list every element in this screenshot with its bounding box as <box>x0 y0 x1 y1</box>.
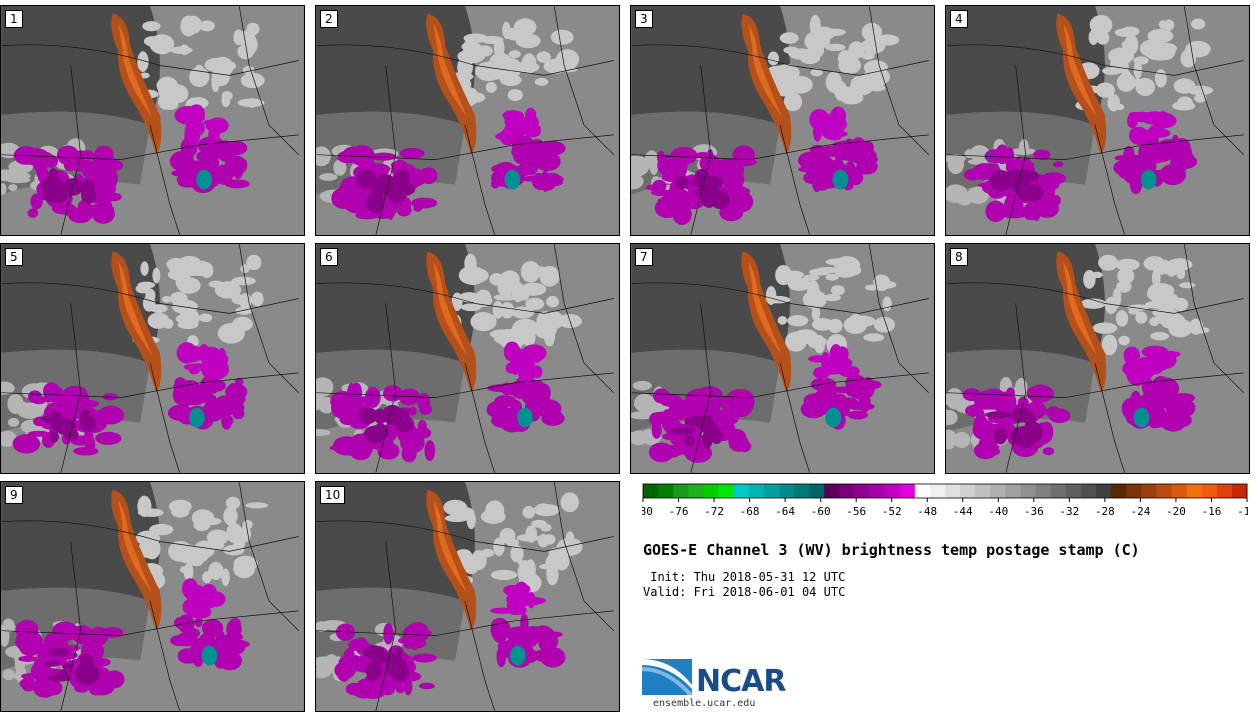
colorbar-swatch <box>673 484 689 498</box>
member-panel-7: 7 <box>630 243 935 474</box>
colorbar-swatch <box>1231 484 1248 498</box>
colorbar-swatch <box>748 484 765 498</box>
colorbar-swatch <box>839 484 855 498</box>
ncar-logo-text: NCAR <box>696 664 786 699</box>
panel-number: 1 <box>5 10 23 28</box>
colorbar-swatch <box>1156 484 1172 498</box>
colorbar-tick-label: -64 <box>775 505 795 518</box>
colorbar-swatch <box>914 484 931 498</box>
temperature-colorbar: -80 -76 -72 -68 -64 -60 -56 -52 -48 -44 -40 -36 -32 -… <box>642 483 1248 518</box>
member-panel-9: 9 <box>0 481 305 712</box>
wv-brightness-map <box>946 244 1249 473</box>
panel-number: 5 <box>5 248 23 266</box>
colorbar-swatch <box>899 484 916 498</box>
member-panel-3: 3 <box>630 5 935 236</box>
colorbar-swatch <box>1216 484 1233 498</box>
colorbar-swatch <box>1111 484 1127 498</box>
member-panel-1: 1 <box>0 5 305 236</box>
panel-number: 10 <box>320 486 346 504</box>
member-panel-8: 8 <box>945 243 1250 474</box>
colorbar-tick-label: -48 <box>917 505 937 518</box>
panel-number: 3 <box>635 10 653 28</box>
colorbar-swatch <box>1065 484 1082 498</box>
colorbar-swatch <box>703 484 719 498</box>
colorbar-swatch <box>945 484 961 498</box>
wv-brightness-map <box>316 244 619 473</box>
colorbar-tick-label: -76 <box>669 505 689 518</box>
wv-brightness-map <box>631 6 934 235</box>
colorbar-swatch <box>929 484 946 498</box>
colorbar-tick-label: -28 <box>1095 505 1115 518</box>
member-panel-10: 10 <box>315 481 620 712</box>
colorbar-tick-label: -44 <box>953 505 973 518</box>
member-panel-6: 6 <box>315 243 620 474</box>
member-panel-2: 2 <box>315 5 620 236</box>
colorbar-swatch <box>733 484 750 498</box>
colorbar-swatch <box>854 484 870 498</box>
wv-brightness-map <box>1 482 304 711</box>
colorbar-swatch <box>809 484 825 498</box>
colorbar-swatch <box>990 484 1006 498</box>
colorbar-tick-label: -60 <box>811 505 831 518</box>
colorbar-swatch <box>1186 484 1203 498</box>
init-time: Init: Thu 2018-05-31 12 UTC <box>643 570 846 584</box>
wv-brightness-map <box>1 244 304 473</box>
colorbar-tick-label: -80 <box>642 505 653 518</box>
colorbar-tick-label: -16 <box>1202 505 1222 518</box>
member-panel-5: 5 <box>0 243 305 474</box>
panel-number: 9 <box>5 486 23 504</box>
colorbar-swatch <box>763 484 780 498</box>
wv-brightness-map <box>316 6 619 235</box>
colorbar-swatch <box>975 484 991 498</box>
colorbar-swatch <box>658 484 674 498</box>
colorbar-swatch <box>1201 484 1218 498</box>
colorbar-swatch <box>794 484 810 498</box>
wv-brightness-map <box>1 6 304 235</box>
colorbar-tick-label: -32 <box>1059 505 1079 518</box>
colorbar-tick-label: -12 <box>1237 505 1248 518</box>
colorbar-tick-label: -36 <box>1024 505 1044 518</box>
colorbar-swatch <box>884 484 901 498</box>
colorbar-swatch <box>718 484 735 498</box>
colorbar-tick-label: -40 <box>988 505 1008 518</box>
colorbar-swatch <box>1096 484 1112 498</box>
colorbar-swatch <box>643 484 659 498</box>
colorbar-tick-label: -52 <box>882 505 902 518</box>
wv-brightness-map <box>316 482 619 711</box>
panel-number: 7 <box>635 248 653 266</box>
panel-number: 8 <box>950 248 968 266</box>
colorbar-swatch <box>1171 484 1188 498</box>
panel-number: 4 <box>950 10 968 28</box>
valid-time: Valid: Fri 2018-06-01 04 UTC <box>643 585 846 599</box>
colorbar-swatch <box>1005 484 1021 498</box>
panel-number: 2 <box>320 10 338 28</box>
colorbar-tick-label: -68 <box>740 505 760 518</box>
panel-number: 6 <box>320 248 338 266</box>
colorbar-swatch <box>869 484 886 498</box>
colorbar-swatch <box>960 484 976 498</box>
colorbar-swatch <box>1141 484 1157 498</box>
member-panel-4: 4 <box>945 5 1250 236</box>
colorbar-swatch <box>1080 484 1097 498</box>
figure-title: GOES-E Channel 3 (WV) brightness temp po… <box>643 541 1140 559</box>
colorbar-swatch <box>688 484 704 498</box>
colorbar-swatch <box>1126 484 1142 498</box>
colorbar-swatch <box>1035 484 1052 498</box>
colorbar-tick-label: -72 <box>704 505 724 518</box>
colorbar-swatch <box>1050 484 1067 498</box>
colorbar-swatch <box>824 484 840 498</box>
colorbar-tick-label: -56 <box>846 505 866 518</box>
colorbar-swatch <box>1020 484 1037 498</box>
colorbar-tick-label: -24 <box>1130 505 1150 518</box>
ncar-logo <box>642 659 692 695</box>
colorbar-tick-label: -20 <box>1166 505 1186 518</box>
site-url: ensemble.ucar.edu <box>653 698 756 709</box>
wv-brightness-map <box>631 244 934 473</box>
colorbar-swatch <box>778 484 795 498</box>
wv-brightness-map <box>946 6 1249 235</box>
